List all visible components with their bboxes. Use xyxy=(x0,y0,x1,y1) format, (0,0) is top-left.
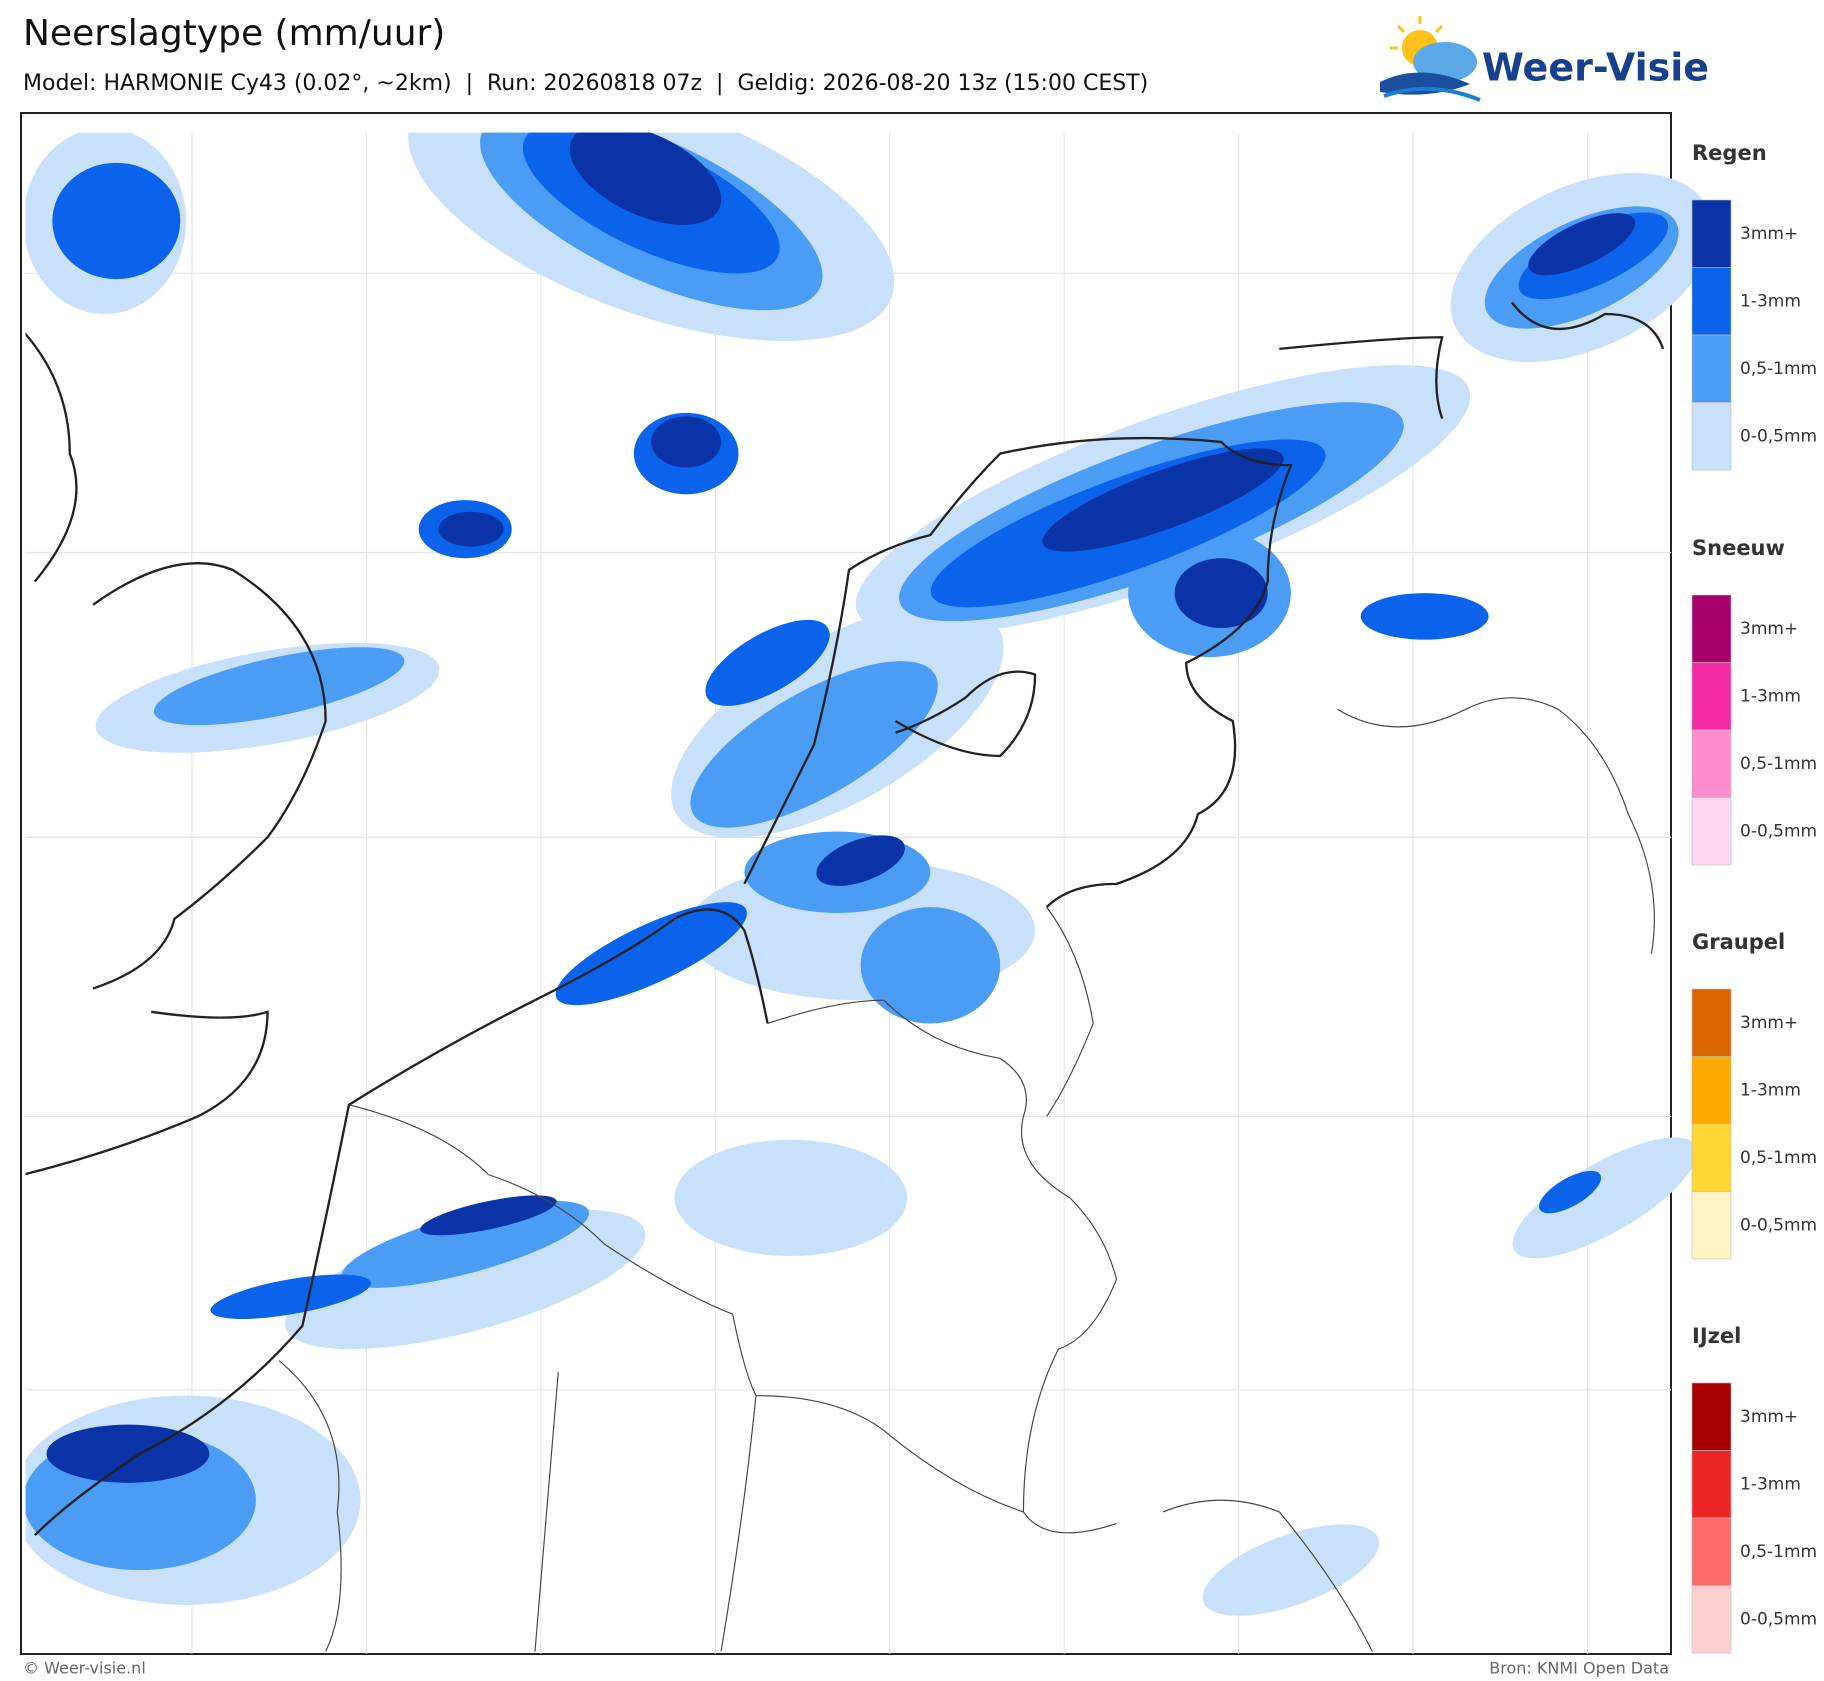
legend-title: Graupel xyxy=(1692,930,1785,954)
legend-swatch xyxy=(1691,1585,1732,1654)
legend-swatch xyxy=(1691,1123,1732,1192)
legend-title: IJzel xyxy=(1692,1324,1741,1348)
legend-label: 0,5-1mm xyxy=(1740,754,1817,774)
legend-swatch xyxy=(1691,1056,1732,1125)
legend-label: 0-0,5mm xyxy=(1740,821,1817,841)
legend-label: 0-0,5mm xyxy=(1740,1215,1817,1235)
legend-swatch xyxy=(1691,797,1732,866)
legend-swatch xyxy=(1691,1517,1732,1586)
legend-swatch xyxy=(1691,402,1732,471)
source: Bron: KNMI Open Data xyxy=(1489,1659,1669,1678)
legend-swatch xyxy=(1691,199,1732,268)
legend-title: Sneeuw xyxy=(1692,536,1785,560)
legend-label: 0,5-1mm xyxy=(1740,359,1817,379)
legend-label: 0-0,5mm xyxy=(1740,426,1817,446)
precipitation xyxy=(25,132,1713,1616)
map xyxy=(20,112,1713,1655)
legend-label: 3mm+ xyxy=(1740,1407,1798,1427)
subtitle: Model: HARMONIE Cy43 (0.02°, ~2km) | Run… xyxy=(23,71,1148,96)
legend-swatch xyxy=(1691,729,1732,798)
legend-label: 1-3mm xyxy=(1740,291,1801,311)
legend-swatch xyxy=(1691,1450,1732,1519)
legend-label: 3mm+ xyxy=(1740,1013,1798,1033)
copyright: © Weer-visie.nl xyxy=(23,1659,146,1678)
legend-swatch xyxy=(1691,662,1732,731)
title: Neerslagtype (mm/uur) xyxy=(23,13,445,54)
legend-swatch xyxy=(1691,1382,1732,1451)
legend-title: Regen xyxy=(1692,141,1767,165)
legend-label: 1-3mm xyxy=(1740,1474,1801,1494)
legend-label: 3mm+ xyxy=(1740,224,1798,244)
legend-label: 3mm+ xyxy=(1740,619,1798,639)
legend-swatch xyxy=(1691,594,1732,663)
borders xyxy=(278,697,1655,1652)
coastlines xyxy=(25,301,1665,1536)
legend-label: 0,5-1mm xyxy=(1740,1148,1817,1168)
legend-label: 1-3mm xyxy=(1740,686,1801,706)
logo-text: Weer-Visie xyxy=(1482,46,1709,90)
legend-label: 0-0,5mm xyxy=(1740,1609,1817,1629)
legend: Regen 3mm+ 1-3mm 0,5-1mm 0-0,5mm Sneeuw 3mm+ 1-… xyxy=(1691,141,1817,1654)
legend-swatch xyxy=(1691,267,1732,336)
legend-swatch xyxy=(1691,334,1732,403)
legend-label: 1-3mm xyxy=(1740,1080,1801,1100)
legend-label: 0,5-1mm xyxy=(1740,1542,1817,1562)
logo: Weer-Visie xyxy=(1380,16,1709,102)
legend-swatch xyxy=(1691,988,1732,1057)
legend-swatch xyxy=(1691,1191,1732,1260)
